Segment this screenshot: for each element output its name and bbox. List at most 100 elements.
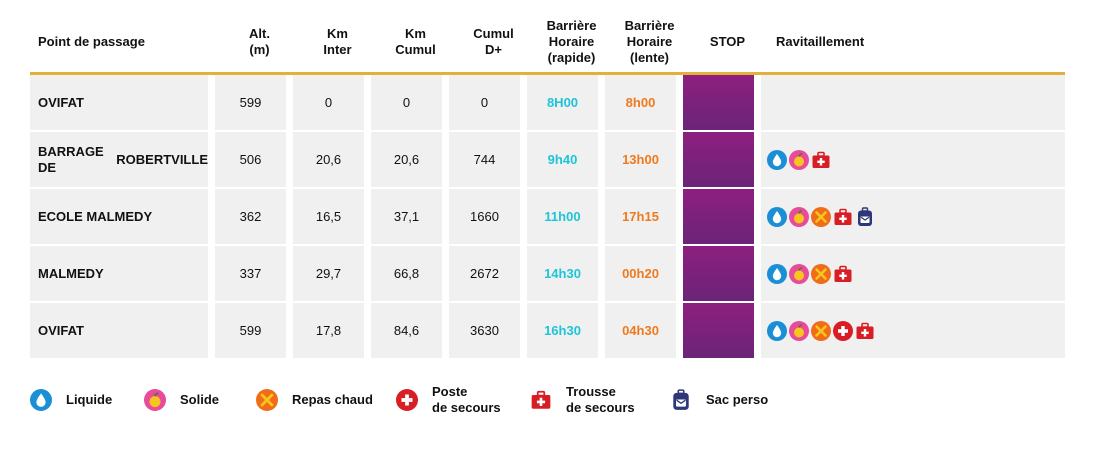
- first-aid-kit-icon: [811, 150, 831, 170]
- first-aid-kit-icon: [530, 389, 552, 411]
- table-row: MALMEDY 337 29,7 66,8 2672 14h30 00h20: [30, 246, 1065, 301]
- cell-km-cumul: 66,8: [371, 246, 442, 301]
- legend-label: Trousse de secours: [566, 384, 635, 416]
- header-bh-rapide-l2: Horaire: [548, 34, 595, 49]
- legend-label-line: Sac perso: [706, 392, 769, 407]
- legend-item-poste: Poste de secours: [396, 384, 530, 416]
- cell-bh-rapide: 14h30: [527, 246, 598, 301]
- backpack-icon: [670, 389, 692, 411]
- cell-point-line: ECOLE MALMEDY: [38, 208, 153, 224]
- cell-bh-rapide: 9h40: [527, 132, 598, 187]
- barrieres-table: Point de passage Alt. (m) Km Inter Km Cu…: [30, 12, 1065, 358]
- cell-point: ECOLE MALMEDY: [30, 189, 208, 244]
- legend-item-solide: Solide: [144, 389, 256, 411]
- header-km-cumul: Km Cumul: [380, 26, 451, 58]
- header-alt-l2: (m): [249, 42, 270, 57]
- first-aid-kit-icon: [833, 207, 853, 227]
- cell-cumul-d: 3630: [449, 303, 520, 358]
- legend-label: Repas chaud: [292, 392, 373, 408]
- legend-label: Poste de secours: [432, 384, 501, 416]
- cell-bh-lente: 17h15: [605, 189, 676, 244]
- legend-label: Liquide: [66, 392, 112, 408]
- cell-ravitaillement: [761, 246, 1065, 301]
- legend-label-line: de secours: [566, 400, 635, 415]
- cell-km-inter: 16,5: [293, 189, 364, 244]
- legend-label-line: Trousse: [566, 384, 616, 399]
- header-alt: Alt. (m): [224, 26, 295, 58]
- cell-km-cumul: 0: [371, 75, 442, 130]
- legend-label-line: Liquide: [66, 392, 113, 407]
- legend-label-line: Poste: [432, 384, 468, 399]
- table-body: OVIFAT 599 0 0 0 8H00 8h00 BARRAGE DE ROBERTVILL…: [30, 75, 1065, 358]
- legend-item-liquide: Liquide: [30, 389, 144, 411]
- cell-cumul-d: 744: [449, 132, 520, 187]
- cell-bh-lente: 13h00: [605, 132, 676, 187]
- cell-point: MALMEDY: [30, 246, 208, 301]
- legend-label-line: de secours: [432, 400, 501, 415]
- cell-km-cumul: 84,6: [371, 303, 442, 358]
- header-km-inter-l1: Km: [327, 26, 348, 41]
- cell-alt: 337: [215, 246, 286, 301]
- backpack-icon: [855, 206, 875, 227]
- cell-bh-rapide: 11h00: [527, 189, 598, 244]
- header-km-cumul-l1: Km: [405, 26, 426, 41]
- cell-point: OVIFAT: [30, 303, 208, 358]
- cell-km-inter: 17,8: [293, 303, 364, 358]
- first-aid-kit-icon: [855, 321, 875, 341]
- apple-icon: [144, 389, 166, 411]
- cell-stop: [683, 132, 754, 187]
- cell-stop: [683, 246, 754, 301]
- legend: Liquide Solide Repas chaud Poste de secours T…: [30, 384, 1030, 416]
- cell-bh-lente: 04h30: [605, 303, 676, 358]
- header-bh-lente-l3: (lente): [630, 50, 669, 65]
- cell-km-cumul: 37,1: [371, 189, 442, 244]
- cell-cumul-d: 1660: [449, 189, 520, 244]
- hot-meal-icon: [811, 263, 831, 284]
- table-row: OVIFAT 599 0 0 0 8H00 8h00: [30, 75, 1065, 130]
- legend-item-repas: Repas chaud: [256, 389, 396, 411]
- header-bh-lente-l2: Horaire: [626, 34, 673, 49]
- cell-alt: 599: [215, 303, 286, 358]
- header-alt-l1: Alt.: [249, 26, 270, 41]
- header-cumul-d-l2: D+: [485, 42, 502, 57]
- cell-ravitaillement: [761, 132, 1065, 187]
- hot-meal-icon: [256, 389, 278, 411]
- cell-ravitaillement: [761, 303, 1065, 358]
- header-bh-lente: Barrière Horaire (lente): [614, 18, 685, 66]
- legend-label: Solide: [180, 392, 219, 408]
- cell-ravitaillement: [761, 189, 1065, 244]
- cell-km-inter: 29,7: [293, 246, 364, 301]
- header-bh-lente-l1: Barrière: [624, 18, 675, 33]
- header-cumul-d: Cumul D+: [458, 26, 529, 58]
- legend-item-sac: Sac perso: [670, 389, 770, 411]
- cell-cumul-d: 0: [449, 75, 520, 130]
- first-aid-kit-icon: [833, 264, 853, 284]
- cell-point-line: MALMEDY: [38, 265, 104, 281]
- cell-bh-rapide: 16h30: [527, 303, 598, 358]
- cell-km-inter: 20,6: [293, 132, 364, 187]
- header-stop: STOP: [709, 34, 746, 49]
- apple-icon: [789, 320, 809, 341]
- header-bh-rapide-l1: Barrière: [546, 18, 597, 33]
- legend-label: Sac perso: [706, 392, 768, 408]
- table-header: Point de passage Alt. (m) Km Inter Km Cu…: [30, 12, 1065, 75]
- cell-alt: 599: [215, 75, 286, 130]
- apple-icon: [789, 263, 809, 284]
- cell-point-line: OVIFAT: [38, 94, 84, 110]
- cell-point: BARRAGE DE ROBERTVILLE: [30, 132, 208, 187]
- cell-point: OVIFAT: [30, 75, 208, 130]
- header-km-cumul-l2: Cumul: [395, 42, 436, 57]
- table-row: ECOLE MALMEDY 362 16,5 37,1 1660 11h00 17h15: [30, 189, 1065, 244]
- table-row: BARRAGE DE ROBERTVILLE 506 20,6 20,6 744 9h40 1…: [30, 132, 1065, 187]
- cell-point-line: BARRAGE DE: [38, 143, 104, 175]
- drop-icon: [767, 206, 787, 227]
- header-point: Point de passage: [38, 34, 145, 49]
- cell-stop: [683, 75, 754, 130]
- cell-stop: [683, 189, 754, 244]
- header-bh-rapide-l3: (rapide): [547, 50, 596, 65]
- cell-cumul-d: 2672: [449, 246, 520, 301]
- legend-label-line: Solide: [180, 392, 220, 407]
- legend-item-trousse: Trousse de secours: [530, 384, 670, 416]
- cell-stop: [683, 303, 754, 358]
- header-km-inter: Km Inter: [302, 26, 373, 58]
